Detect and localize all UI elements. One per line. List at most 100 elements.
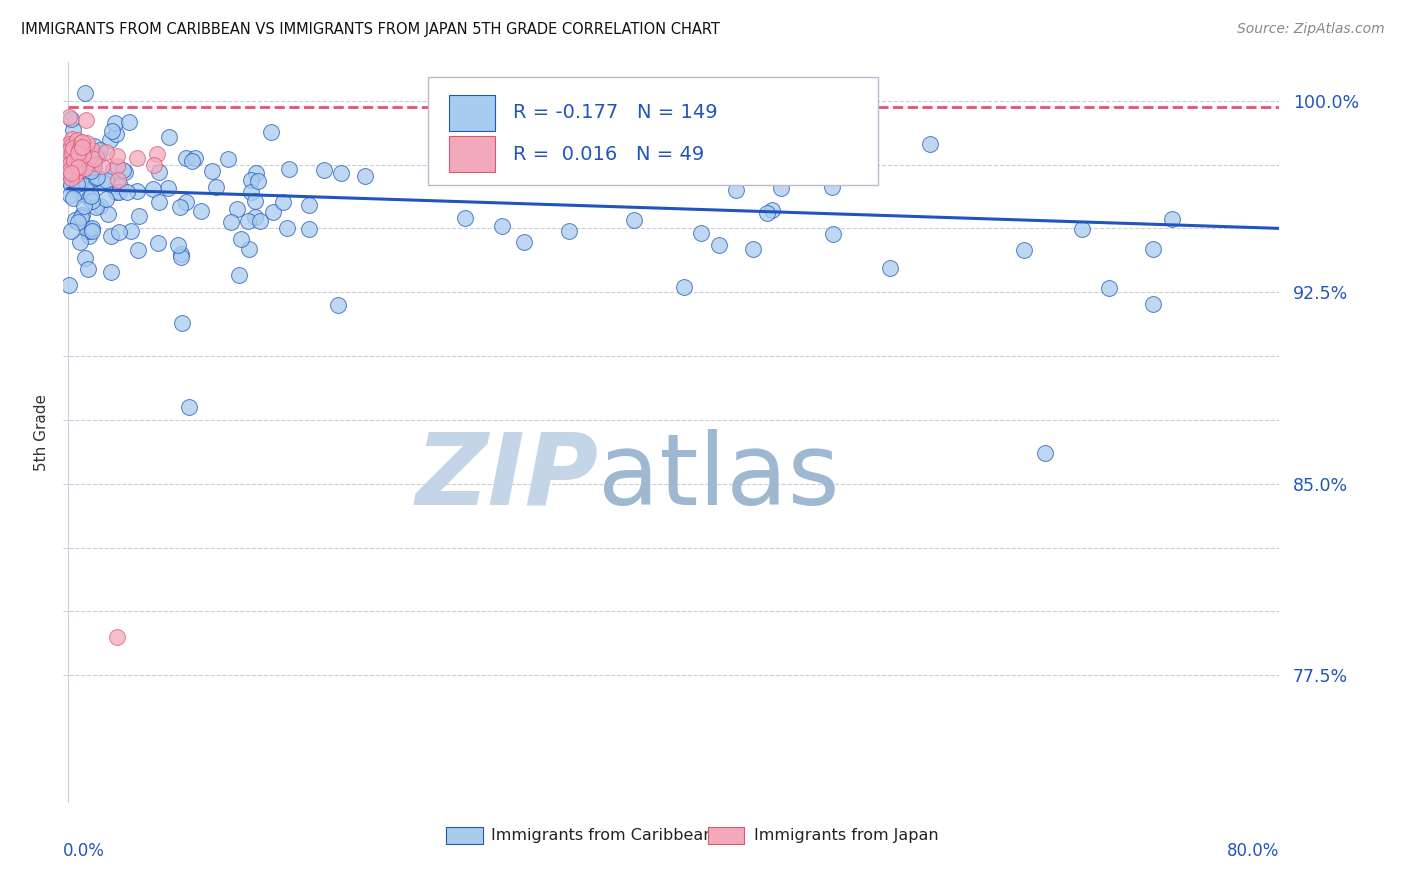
Point: [243, 210, 266, 224]
Text: 80.0%: 80.0%: [1227, 842, 1279, 860]
Point: [205, 180, 228, 194]
Point: [79, 222, 101, 236]
Point: [83, 156, 105, 170]
Point: [77, 262, 100, 277]
Point: [100, 229, 122, 244]
Point: [662, 158, 685, 172]
Point: [238, 242, 260, 256]
Point: [125, 151, 148, 165]
Point: [142, 182, 165, 196]
Point: [58, 153, 80, 167]
Point: [118, 114, 141, 128]
Point: [75, 161, 97, 176]
Text: ZIP: ZIP: [415, 428, 599, 525]
Point: [183, 151, 205, 165]
Point: [557, 224, 579, 238]
Point: [236, 214, 259, 228]
Point: [247, 174, 270, 188]
Point: [1160, 211, 1182, 226]
Point: [69, 235, 91, 249]
Text: Source: ZipAtlas.com: Source: ZipAtlas.com: [1237, 22, 1385, 37]
Point: [70, 187, 93, 202]
Point: [70, 136, 93, 150]
Point: [105, 630, 128, 644]
Point: [66, 146, 89, 161]
Point: [125, 184, 148, 198]
Point: [66, 133, 89, 147]
Point: [672, 279, 695, 293]
Point: [1012, 243, 1035, 257]
Point: [73, 198, 96, 212]
Point: [84, 151, 107, 165]
Point: [157, 181, 180, 195]
Point: [100, 264, 122, 278]
Point: [82, 144, 104, 158]
Point: [176, 151, 198, 165]
Point: [63, 161, 86, 175]
Point: [70, 139, 93, 153]
Point: [70, 136, 93, 150]
Point: [59, 139, 82, 153]
Point: [59, 157, 82, 171]
Point: [83, 160, 105, 174]
Point: [70, 139, 93, 153]
Point: [63, 153, 86, 168]
Point: [104, 186, 127, 200]
Point: [249, 214, 271, 228]
Point: [79, 189, 101, 203]
Point: [58, 136, 80, 151]
Point: [90, 173, 112, 187]
Point: [170, 247, 193, 261]
Point: [62, 191, 84, 205]
Point: [60, 171, 83, 186]
Point: [271, 194, 294, 209]
Point: [62, 174, 84, 188]
Point: [84, 171, 107, 186]
Point: [177, 400, 200, 414]
Point: [67, 164, 90, 178]
Point: [75, 176, 97, 190]
Point: [104, 116, 127, 130]
Point: [120, 224, 142, 238]
Point: [67, 150, 90, 164]
Point: [219, 215, 242, 229]
Point: [97, 207, 120, 221]
Point: [80, 147, 103, 161]
Point: [59, 166, 82, 180]
Point: [76, 136, 98, 150]
Text: R = -0.177   N = 149: R = -0.177 N = 149: [513, 103, 718, 122]
Point: [756, 206, 779, 220]
Point: [79, 173, 101, 187]
Point: [105, 148, 128, 162]
Point: [1142, 297, 1164, 311]
Point: [59, 175, 82, 189]
Point: [108, 225, 131, 239]
Point: [82, 161, 104, 176]
Point: [94, 173, 117, 187]
Point: [62, 122, 84, 136]
Point: [58, 110, 80, 124]
Point: [62, 141, 84, 155]
Point: [77, 191, 100, 205]
Point: [1098, 281, 1121, 295]
Point: [77, 229, 100, 244]
Point: [58, 144, 80, 158]
Point: [239, 173, 262, 187]
Point: [647, 148, 669, 162]
Point: [69, 152, 91, 166]
Point: [69, 210, 91, 224]
Point: [146, 147, 169, 161]
Point: [298, 198, 321, 212]
Point: [262, 205, 284, 219]
Point: [83, 153, 105, 167]
Point: [690, 227, 713, 241]
Point: [128, 209, 150, 223]
Point: [276, 220, 298, 235]
Point: [662, 164, 685, 178]
Point: [1033, 446, 1056, 460]
Point: [63, 169, 86, 183]
Point: [170, 250, 193, 264]
Point: [66, 175, 89, 189]
Point: [82, 161, 104, 175]
Point: [70, 208, 93, 222]
